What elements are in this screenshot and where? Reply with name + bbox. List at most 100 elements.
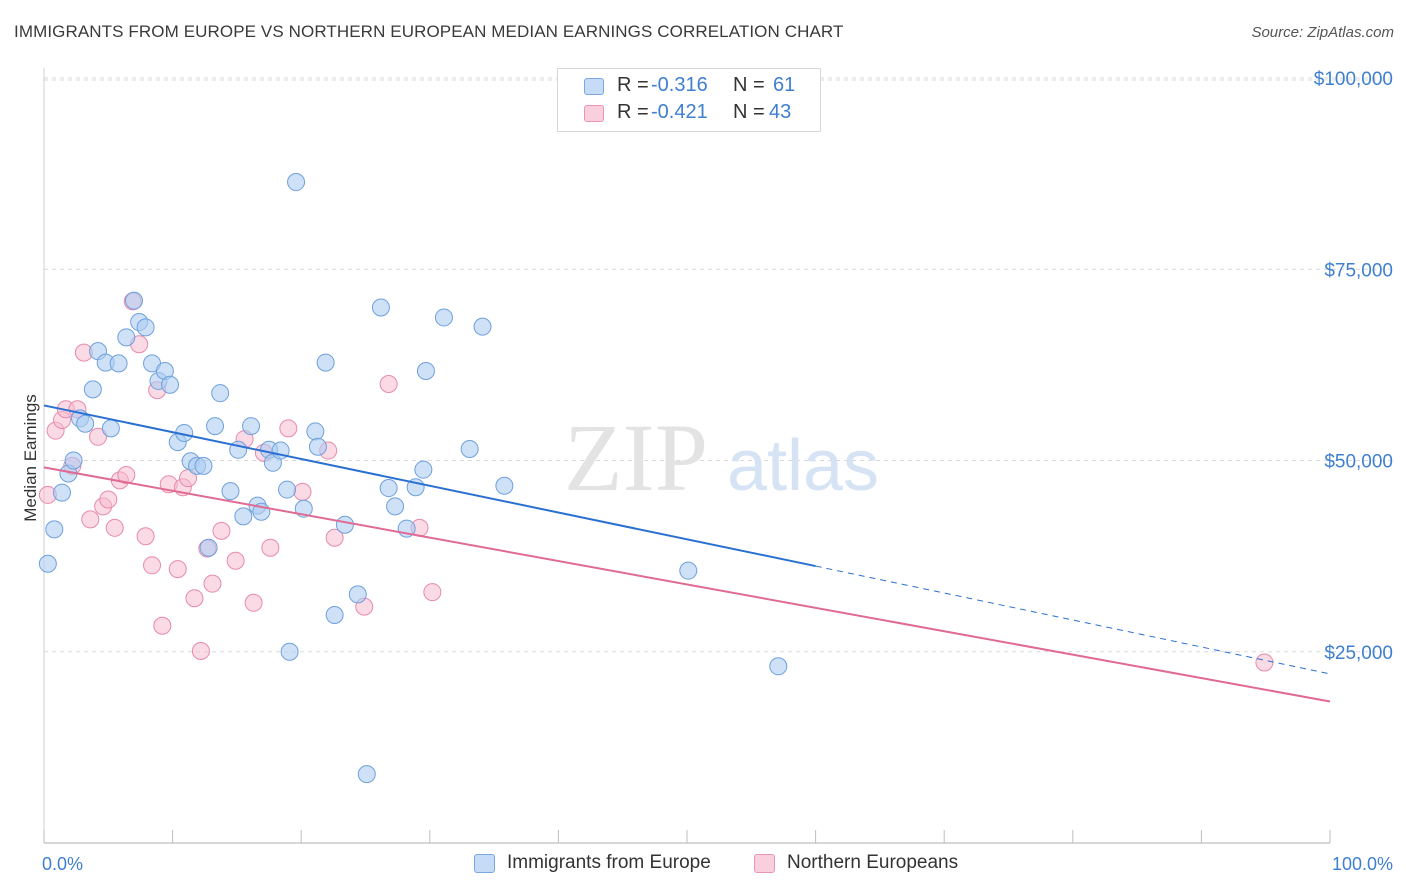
data-point <box>280 642 299 661</box>
data-point <box>308 437 327 456</box>
legend-r-label: R = <box>617 74 649 96</box>
data-point <box>136 318 155 337</box>
data-point <box>379 375 398 393</box>
data-point <box>191 641 210 660</box>
x-tick-label: 100.0% <box>1332 854 1393 874</box>
data-point <box>143 556 162 575</box>
data-point <box>325 606 344 625</box>
data-point <box>168 560 187 579</box>
data-point <box>306 422 325 441</box>
watermark: ZIP atlas <box>564 404 879 511</box>
legend-n-label: N = <box>733 74 765 96</box>
trend-line-immigrants <box>43 404 816 568</box>
data-point <box>348 585 367 604</box>
data-point <box>76 414 95 433</box>
data-point <box>101 419 120 438</box>
legend-swatch-blue <box>474 854 495 873</box>
correlation-legend: R = -0.316 N = 61 R = -0.421 N = 43 <box>557 68 821 132</box>
data-point <box>386 497 405 516</box>
data-point <box>81 510 100 529</box>
x-tick-label: 0.0% <box>42 854 83 874</box>
data-point <box>206 417 225 436</box>
data-point <box>212 521 231 540</box>
legend-r-value: -0.316 <box>651 74 708 96</box>
data-point <box>335 515 354 534</box>
y-tick-label: $100,000 <box>1314 69 1393 90</box>
data-point <box>125 291 144 310</box>
data-point <box>416 361 435 380</box>
series-name: Immigrants from Europe <box>507 852 711 873</box>
data-point <box>53 483 72 502</box>
data-point <box>203 574 222 593</box>
data-point <box>379 479 398 498</box>
data-point <box>357 765 376 784</box>
data-point <box>261 538 280 557</box>
trend-line-immigrants-extension <box>815 565 1331 675</box>
data-point <box>153 616 172 635</box>
axes <box>43 68 1331 844</box>
data-point <box>460 440 479 459</box>
series-name: Northern Europeans <box>787 852 959 873</box>
legend-r-value: -0.421 <box>651 101 708 123</box>
data-point <box>434 308 453 327</box>
data-point <box>1255 653 1274 672</box>
data-point <box>211 384 230 403</box>
watermark-zip: ZIP <box>564 404 708 511</box>
legend-swatch-pink <box>584 105 604 122</box>
data-point <box>473 317 492 336</box>
data-point <box>371 298 390 317</box>
data-point <box>117 328 136 347</box>
data-point <box>38 554 57 573</box>
tick-labels: $25,000 $50,000 $75,000 $100,000 0.0% 100.0% <box>42 69 1393 874</box>
watermark-atlas: atlas <box>727 426 879 506</box>
data-point <box>117 466 136 485</box>
data-point <box>279 419 298 438</box>
legend-n-label: N = <box>733 101 765 123</box>
gridlines <box>44 77 1394 653</box>
legend-row-northern: R = -0.421 N = 43 <box>558 101 820 127</box>
immigrants-from-europe-points <box>38 173 788 784</box>
data-point <box>194 456 213 475</box>
data-point <box>423 583 442 602</box>
data-point <box>287 173 306 192</box>
y-tick-label: $75,000 <box>1324 260 1393 281</box>
data-point <box>316 353 335 372</box>
legend-row-immigrants: R = -0.316 N = 61 <box>558 74 820 100</box>
data-point <box>278 480 297 499</box>
data-point <box>293 482 312 501</box>
data-point <box>105 518 124 537</box>
data-point <box>161 375 180 394</box>
y-tick-label: $50,000 <box>1324 452 1393 473</box>
legend-n-value: 61 <box>773 74 796 96</box>
data-point <box>199 538 218 557</box>
trend-line-northern <box>43 466 1331 703</box>
legend-swatch-pink <box>754 854 775 873</box>
data-point <box>414 460 433 479</box>
data-point <box>83 380 102 399</box>
y-axis-label: Median Earnings <box>21 394 40 522</box>
data-point <box>185 589 204 608</box>
data-point <box>769 657 788 676</box>
source-label: Source: ZipAtlas.com <box>1251 24 1394 41</box>
data-point <box>221 482 240 501</box>
data-point <box>234 507 253 526</box>
legend-r-label: R = <box>617 101 649 123</box>
data-point <box>495 476 514 495</box>
data-point <box>64 451 83 470</box>
data-point <box>226 551 245 570</box>
data-point <box>109 354 128 373</box>
legend-swatch-blue <box>584 78 604 95</box>
data-point <box>136 527 155 546</box>
data-point <box>244 593 263 612</box>
data-point <box>99 490 118 509</box>
data-point <box>325 528 344 547</box>
y-tick-label: $25,000 <box>1324 643 1393 664</box>
legend-n-value: 43 <box>769 101 792 123</box>
chart-title: IMMIGRANTS FROM EUROPE VS NORTHERN EUROP… <box>14 22 844 41</box>
data-point <box>242 417 261 436</box>
data-point <box>679 561 698 580</box>
data-point <box>89 427 108 446</box>
data-point <box>45 520 64 539</box>
trend-lines <box>43 404 1331 703</box>
